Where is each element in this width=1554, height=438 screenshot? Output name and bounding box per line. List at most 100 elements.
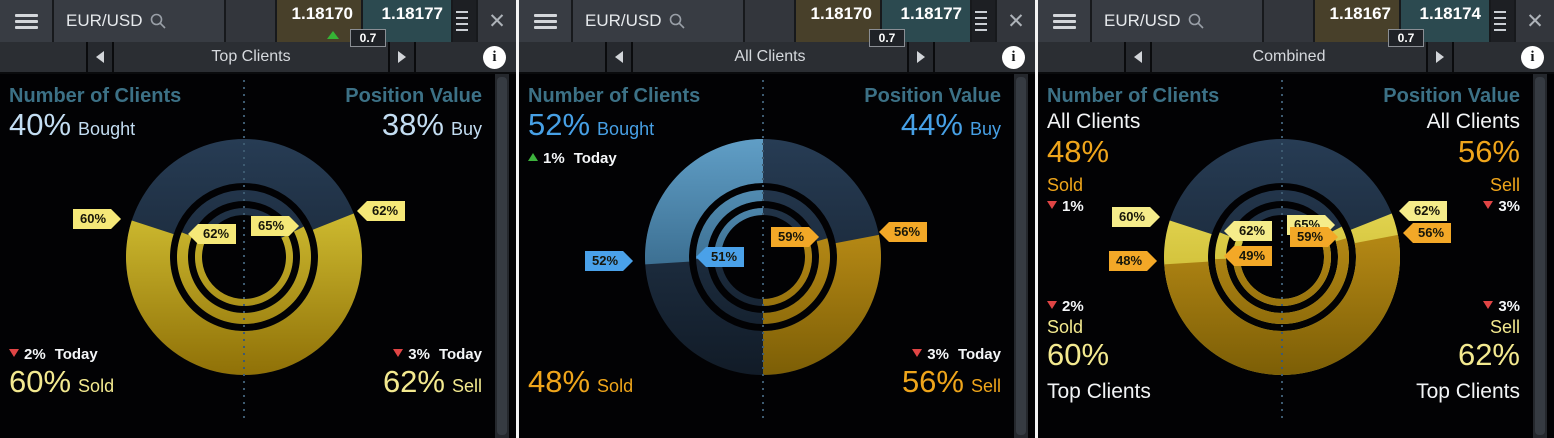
donut-label-flag: 62% [188,224,237,244]
sentiment-value: 60% [1047,337,1110,372]
arrow-down-icon [1483,201,1494,209]
scrollbar[interactable] [495,74,509,438]
search-icon[interactable] [1188,13,1204,29]
chevron-left-icon [1134,51,1142,63]
sell-price: 1.18170 [291,4,353,23]
clients-top-block: Number of Clients All Clients 48% Sold 1% [1047,84,1219,217]
menu-button[interactable] [1038,0,1090,42]
sell-price: 1.18167 [1329,4,1391,23]
sentiment-value: 38% Buy [381,107,482,142]
sentiment-label: All Clients [1426,110,1520,133]
search-icon[interactable] [669,13,685,29]
info-button[interactable]: i [483,46,506,69]
clients-top-block: Number of Clients 40% Bought [9,84,181,148]
change-indicator: 2% Today [9,344,114,365]
donut-label-flag: 59% [1290,227,1338,247]
instrument-selector[interactable]: EUR/USD [1092,0,1262,42]
titlebar-spacer [745,0,794,42]
search-icon[interactable] [150,13,166,29]
info-button[interactable]: i [1002,46,1025,69]
clients-bottom-block: 2% Today 60% Sold [9,344,114,405]
donut-label-flag: 62% [357,201,406,221]
scrollbar-thumb[interactable] [1535,77,1545,435]
panel-separator [516,0,519,438]
close-icon: ✕ [488,9,506,33]
arrow-down-icon [9,349,19,357]
menu-button[interactable] [0,0,52,42]
arrow-down-icon [393,349,404,357]
sell-price-button[interactable]: 1.18170 [277,0,361,42]
sentiment-value: 56% Sell [901,364,1001,399]
spread-badge: 0.7 [869,29,905,47]
value-top-block: Position Value 38% Buy [345,84,482,148]
sentiment-value: 60% Sold [9,364,115,399]
drag-handle-icon[interactable] [972,0,995,42]
sentiment-label: Sell [1489,175,1520,195]
close-button[interactable]: ✕ [997,0,1035,42]
sentiment-value: 56% [1457,134,1520,169]
drag-handle-icon[interactable] [453,0,476,42]
view-navbar: All Clients [519,42,1035,74]
sentiment-label: All Clients [1047,110,1141,133]
chevron-right-icon [1436,51,1444,63]
sentiment-value: 44% Buy [900,107,1001,142]
spread-badge: 0.7 [350,29,386,47]
sentiment-heading: Number of Clients [528,85,701,107]
drag-handle-icon[interactable] [1491,0,1514,42]
next-view-button[interactable] [390,42,414,72]
sentiment-widget-combined: EUR/USD 1.18167 1.18174 ✕ 0.7 Combined i… [1038,0,1554,438]
donut-label-flag: 59% [771,227,819,247]
chevron-right-icon [917,51,925,63]
info-button[interactable]: i [1521,46,1544,69]
close-button[interactable]: ✕ [1516,0,1554,42]
next-view-button[interactable] [909,42,933,72]
sell-price-button[interactable]: 1.18167 [1315,0,1399,42]
widget-titlebar: EUR/USD 1.18170 1.18177 ✕ [519,0,1035,42]
hamburger-icon [533,13,557,29]
change-indicator: 2% [1047,296,1151,317]
change-indicator: 3% [1383,196,1520,217]
scrollbar-thumb[interactable] [1016,77,1026,435]
buy-price-button[interactable]: 1.18177 [882,0,970,42]
view-title: Combined [1152,42,1426,72]
instrument-label: EUR/USD [66,11,143,30]
value-bottom-block: 3% Today 62% Sell [383,344,482,405]
close-button[interactable]: ✕ [478,0,516,42]
sentiment-donut-chart [645,80,881,418]
menu-button[interactable] [519,0,571,42]
value-bottom-block: 3% Sell 62% Top Clients [1416,296,1520,405]
arrow-down-icon [1047,201,1057,209]
scrollbar[interactable] [1533,74,1547,438]
view-title: All Clients [633,42,907,72]
instrument-selector[interactable]: EUR/USD [54,0,224,42]
sentiment-label: Sold [1047,317,1084,337]
instrument-selector[interactable]: EUR/USD [573,0,743,42]
scrollbar-thumb[interactable] [497,77,507,435]
donut-label-flag: 48% [1109,251,1157,271]
hamburger-icon [14,13,38,29]
sentiment-heading: Number of Clients [9,85,182,107]
change-indicator: 1% [1047,196,1219,217]
sentiment-heading: Position Value [864,85,1001,107]
donut-label-flag: 56% [879,222,928,242]
sentiment-label: Sold [1047,175,1084,195]
hamburger-icon [1052,13,1076,29]
clients-top-block: Number of Clients 52% Bought 1% Today [528,84,700,169]
panel-separator [1035,0,1038,438]
sentiment-value: 62% Sell [382,364,482,399]
sentiment-value: 48% [1047,134,1110,169]
view-navbar: Combined [1038,42,1554,74]
buy-price: 1.18177 [381,4,443,23]
sentiment-value: 48% Sold [528,364,634,399]
donut-label-flag: 49% [1224,246,1273,266]
prev-view-button[interactable] [88,42,112,72]
chevron-right-icon [398,51,406,63]
prev-view-button[interactable] [607,42,631,72]
titlebar-spacer [226,0,275,42]
next-view-button[interactable] [1428,42,1452,72]
prev-view-button[interactable] [1126,42,1150,72]
sentiment-value: 52% Bought [528,107,655,142]
scrollbar[interactable] [1014,74,1028,438]
sell-price-button[interactable]: 1.18170 [796,0,880,42]
